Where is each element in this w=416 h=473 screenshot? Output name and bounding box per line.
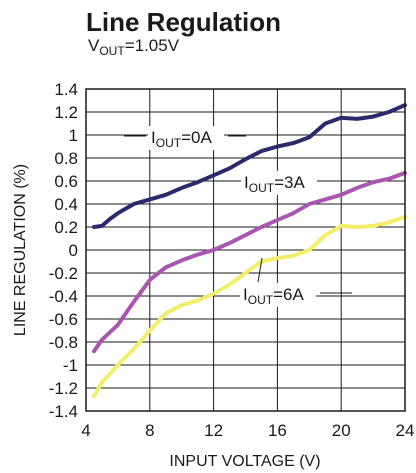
- y-tick-label: -1: [63, 356, 78, 375]
- x-tick-label: 20: [332, 421, 351, 440]
- series-label-main: I: [244, 173, 249, 192]
- series-label-background: [241, 171, 317, 195]
- series-label-rest: =6A: [273, 285, 304, 304]
- subtitle-rest: =1.05V: [125, 36, 180, 55]
- series-label-0: IOUT=0A: [151, 128, 212, 150]
- y-tick-label: -1.2: [49, 379, 78, 398]
- series-line-2: [92, 214, 407, 399]
- series-label-background: [240, 283, 316, 307]
- x-tick-label: 4: [81, 421, 90, 440]
- y-tick-label: 1.2: [54, 103, 78, 122]
- series-line-1: [92, 170, 407, 354]
- x-tick-labels: 4 8 12 16 20 24: [81, 421, 414, 440]
- subtitle-main: V: [88, 36, 100, 55]
- x-tick-label: 8: [145, 421, 154, 440]
- series-line-0: [92, 103, 407, 229]
- series-label-2: IOUT=6A: [243, 285, 304, 307]
- series-lines: [92, 103, 407, 399]
- y-tick-label: -1.4: [49, 402, 78, 421]
- y-tick-label: 0.6: [54, 172, 78, 191]
- subtitle-sub: OUT: [99, 44, 125, 58]
- y-tick-label: 0.4: [54, 195, 78, 214]
- y-tick-label: -0.2: [49, 264, 78, 283]
- y-axis-title: LINE REGULATION (%): [12, 164, 29, 336]
- y-tick-label: 0: [69, 241, 78, 260]
- y-tick-label: -0.8: [49, 333, 78, 352]
- plot-frame: [85, 88, 406, 412]
- y-tick-label: -0.4: [49, 287, 78, 306]
- series-label-main: I: [151, 128, 156, 147]
- x-tick-label: 24: [396, 421, 415, 440]
- label-leader-line: [257, 257, 263, 283]
- series-label-rest: =0A: [181, 128, 212, 147]
- y-tick-label: 1: [69, 126, 78, 145]
- series-label-main: I: [243, 285, 248, 304]
- series-label-sub: OUT: [156, 136, 182, 150]
- y-tick-label: 0.2: [54, 218, 78, 237]
- series-label-rest: =3A: [274, 173, 305, 192]
- series-label-1: IOUT=3A: [244, 173, 305, 195]
- grid: [86, 89, 405, 411]
- chart-title: Line Regulation: [86, 7, 281, 37]
- series-label-sub: OUT: [248, 293, 274, 307]
- y-tick-label: 1.4: [54, 80, 78, 99]
- series-label-background: [148, 126, 224, 150]
- chart-subtitle: VOUT=1.05V: [88, 36, 180, 58]
- x-tick-label: 12: [204, 421, 223, 440]
- series-label-sub: OUT: [249, 181, 275, 195]
- x-axis-title: INPUT VOLTAGE (V): [169, 453, 320, 470]
- x-tick-label: 16: [268, 421, 287, 440]
- y-tick-label: 0.8: [54, 149, 78, 168]
- y-tick-labels: 1.4 1.2 1 0.8 0.6 0.4 0.2 0 -0.2 -0.4 -0.6 -0.8 -1 -1…: [49, 80, 78, 421]
- y-tick-label: -0.6: [49, 310, 78, 329]
